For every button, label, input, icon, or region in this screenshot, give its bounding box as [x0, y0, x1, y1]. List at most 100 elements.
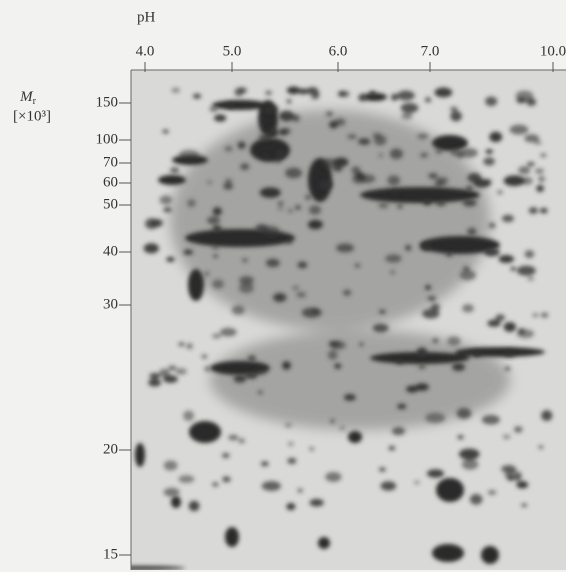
spot [418, 365, 425, 369]
spot [472, 351, 482, 357]
spot [285, 424, 291, 427]
spot [541, 313, 549, 318]
spot [238, 438, 245, 443]
spot [514, 474, 521, 481]
spot [452, 363, 465, 371]
spot [265, 91, 272, 96]
spot [213, 207, 222, 215]
spot [205, 272, 209, 276]
spot [503, 435, 510, 439]
spot [389, 446, 396, 450]
x-tick-label: 4.0 [136, 43, 155, 59]
spot [287, 458, 296, 464]
spot [189, 501, 200, 511]
spot [298, 488, 303, 493]
x-tick-label: 6.0 [329, 43, 348, 59]
spot [497, 191, 502, 195]
spot [466, 186, 473, 191]
spot [397, 404, 406, 409]
spot [295, 205, 301, 210]
spot [533, 313, 538, 317]
spot [470, 494, 483, 505]
spot [207, 216, 220, 224]
spot [514, 426, 523, 432]
spot [302, 308, 322, 318]
x-tick-label: 5.0 [223, 43, 242, 59]
spot [326, 111, 333, 116]
spot [485, 96, 497, 106]
spot [286, 503, 295, 510]
spot [336, 243, 354, 252]
spot [339, 91, 344, 96]
spot [468, 173, 482, 183]
spot [228, 435, 238, 441]
spot [420, 242, 430, 250]
spot [276, 159, 281, 162]
spot [278, 207, 283, 210]
spot [225, 179, 232, 183]
spot [373, 324, 389, 333]
spot [292, 286, 299, 290]
gel-figure: pH Mr [×10³] 4.05.06.07.010.015010070605… [0, 0, 566, 572]
spot [390, 189, 399, 195]
spot [423, 198, 431, 205]
spot [159, 369, 170, 377]
spot [220, 328, 237, 337]
spot [505, 367, 510, 370]
spot [417, 133, 428, 139]
spot [510, 125, 529, 135]
spot [536, 185, 544, 192]
spot [329, 121, 338, 129]
spot [518, 166, 530, 174]
spot [539, 445, 543, 448]
spot [434, 87, 452, 97]
spot [462, 459, 478, 470]
spot [288, 209, 293, 213]
figure: pH Mr [×10³] 4.05.06.07.010.015010070605… [0, 0, 566, 572]
spot [504, 322, 516, 332]
spot [358, 94, 367, 102]
spot [310, 499, 324, 507]
spot [212, 246, 218, 249]
spot [488, 490, 496, 495]
spot [467, 228, 476, 236]
spot [266, 259, 280, 268]
spot [193, 94, 201, 99]
spot [378, 203, 388, 208]
spot [309, 205, 321, 215]
spot [201, 354, 207, 358]
spot [489, 222, 496, 228]
spot [379, 467, 386, 471]
y-tick-label: 100 [96, 131, 119, 147]
spot [296, 292, 306, 298]
y-tick-label: 15 [103, 546, 118, 562]
spot [436, 150, 442, 154]
y-tick-label: 20 [103, 441, 118, 457]
y-axis-label-sub: r [33, 96, 37, 107]
y-axis-unit: [×10³] [13, 108, 51, 124]
spot [179, 150, 199, 160]
spot [502, 215, 514, 222]
spot [484, 179, 491, 186]
spot [311, 95, 319, 99]
y-tick-label: 30 [103, 296, 118, 312]
spot [428, 173, 438, 179]
spot [521, 504, 527, 507]
spot [258, 391, 263, 394]
spot [312, 308, 319, 312]
spot [328, 350, 338, 360]
spot [179, 475, 195, 483]
spot [487, 320, 500, 327]
spot [457, 435, 463, 439]
spot [405, 245, 411, 251]
spot [391, 270, 395, 274]
y-tick-label: 70 [103, 154, 118, 170]
spot [538, 176, 545, 182]
spot [436, 200, 446, 206]
spot [255, 367, 268, 375]
spot [397, 91, 415, 101]
spot [209, 107, 218, 112]
spot [459, 449, 480, 460]
y-tick-label: 50 [103, 196, 118, 212]
spot [213, 225, 222, 232]
